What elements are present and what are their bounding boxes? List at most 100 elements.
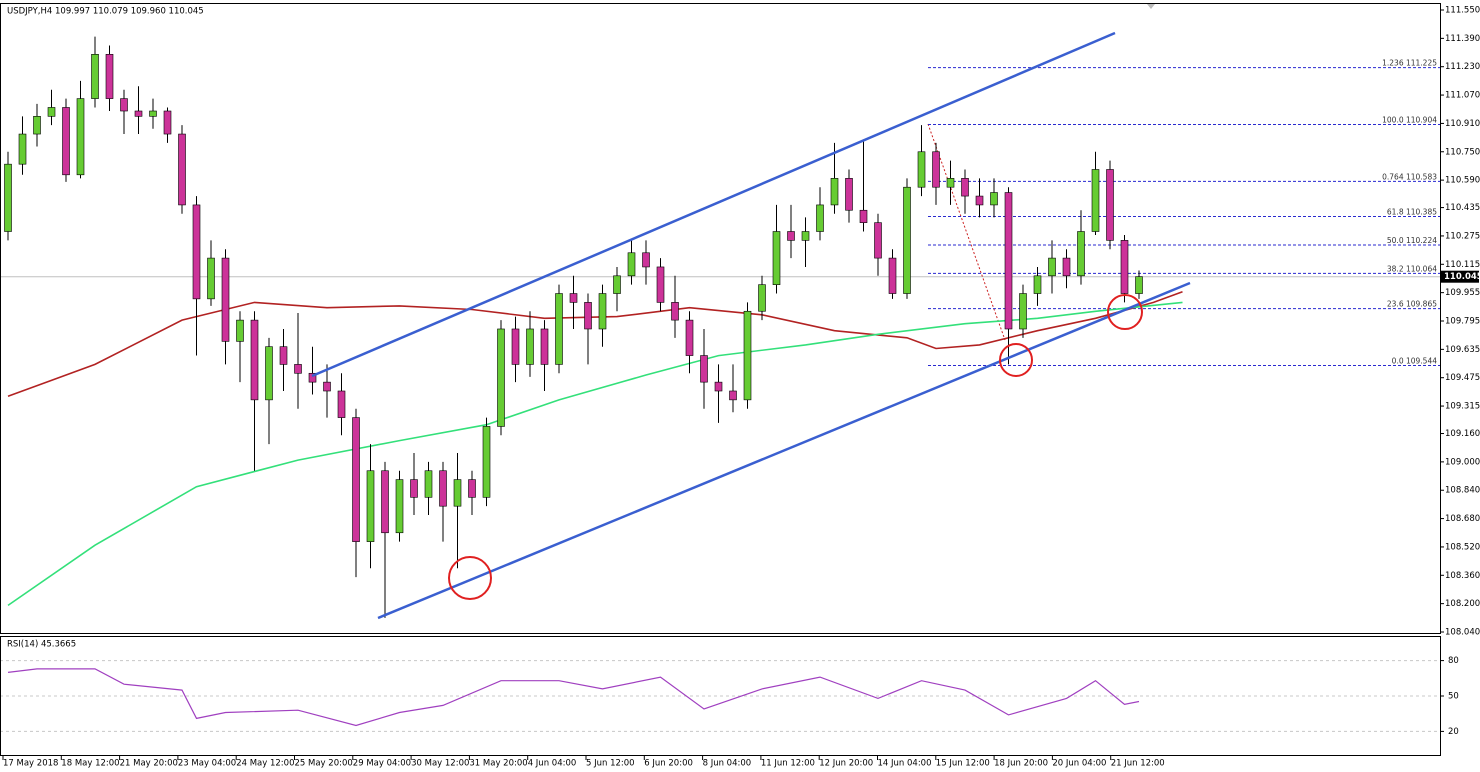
candle-body — [1019, 293, 1027, 330]
y-tick-label: 110.910 — [1445, 119, 1480, 129]
drawings — [311, 31, 1191, 620]
candle-body — [990, 192, 998, 206]
fib-level-label: 23.6 109.865 — [1387, 300, 1437, 309]
moving-average-layer — [7, 291, 1183, 727]
fib-level-label: 100.0 110.904 — [1382, 115, 1437, 124]
candle-body — [1004, 192, 1013, 330]
y-tick-label: 110.435 — [1445, 203, 1480, 213]
candle-body — [18, 133, 27, 165]
y-tick-label: 109.635 — [1445, 345, 1480, 355]
candle-body — [961, 178, 969, 197]
rsi-line — [7, 668, 1140, 727]
candle-body — [352, 417, 360, 542]
candle-body — [1120, 240, 1129, 294]
candle-body — [279, 346, 288, 365]
x-tick-label: 4 Jun 04:00 — [528, 759, 577, 769]
candle-body — [1091, 169, 1100, 232]
candle-body — [439, 470, 447, 507]
candle-body — [787, 231, 795, 241]
candle-body — [221, 257, 230, 342]
candle-body — [323, 381, 331, 392]
moving-average — [7, 291, 1183, 398]
x-tick-label: 31 May 20:00 — [469, 759, 527, 769]
candle-body — [888, 257, 897, 294]
candle-body — [946, 178, 955, 188]
x-tick-label: 30 May 12:00 — [411, 759, 469, 769]
y-tick-label: 109.475 — [1445, 373, 1480, 383]
axis-layer: USDJPY,H4 109.997 110.079 109.960 110.04… — [0, 3, 1480, 769]
fib-level-label: 38.2 110.064 — [1387, 264, 1437, 273]
candle-body — [598, 293, 607, 330]
channel-lower — [377, 281, 1191, 620]
y-tick-label: 108.200 — [1445, 599, 1480, 609]
candle-body — [729, 390, 737, 401]
x-tick-label: 5 Jun 12:00 — [586, 759, 635, 769]
candle-body — [584, 302, 592, 330]
y-tick-label: 80 — [1448, 656, 1459, 666]
fib-level-label: 1.236 111.225 — [1382, 59, 1437, 68]
candle-body — [91, 54, 99, 99]
last-price-label: 110.045 — [1444, 272, 1480, 282]
candle-body — [671, 302, 679, 321]
y-tick-label: 20 — [1448, 727, 1459, 737]
y-tick-label: 111.390 — [1445, 34, 1480, 44]
candle-body — [47, 107, 56, 117]
candle-body — [381, 470, 389, 534]
candle-body — [569, 293, 578, 303]
y-tick-label: 111.550 — [1445, 6, 1480, 16]
y-tick-label: 110.750 — [1445, 147, 1480, 157]
candle-body — [134, 110, 143, 117]
candle-body — [482, 426, 491, 498]
candle-body — [410, 479, 418, 498]
candle-body — [1033, 275, 1042, 294]
candle-body — [250, 319, 259, 401]
x-tick-label: 20 Jun 04:00 — [1052, 759, 1106, 769]
rsi-title: RSI(14) 45.3665 — [7, 640, 76, 650]
x-tick-label: 8 Jun 04:00 — [703, 759, 752, 769]
channel-upper — [311, 31, 1116, 378]
candle-body — [236, 319, 244, 342]
fib-level-label: 0.0 109.544 — [1392, 356, 1438, 365]
candle-body — [4, 163, 12, 232]
x-tick-label: 15 Jun 12:00 — [936, 759, 990, 769]
candle-body — [917, 151, 926, 188]
x-tick-label: 25 May 20:00 — [295, 759, 353, 769]
candle-body — [816, 204, 824, 232]
x-tick-label: 21 May 20:00 — [120, 759, 178, 769]
candle-body — [453, 479, 462, 507]
y-tick-label: 108.360 — [1445, 571, 1480, 581]
x-tick-label: 11 Jun 12:00 — [761, 759, 815, 769]
candle-layer — [4, 36, 1143, 618]
candle-body — [656, 266, 665, 303]
candle-body — [845, 178, 853, 211]
x-tick-label: 14 Jun 04:00 — [878, 759, 932, 769]
candle-body — [33, 116, 41, 135]
x-tick-label: 18 May 12:00 — [61, 759, 119, 769]
x-tick-label: 23 May 04:00 — [178, 759, 236, 769]
candle-body — [874, 222, 882, 259]
y-tick-label: 108.520 — [1445, 542, 1480, 552]
candle-body — [178, 133, 186, 206]
fib-level-label: 50.0 110.224 — [1387, 236, 1437, 245]
candle-body — [76, 98, 85, 176]
candle-body — [207, 257, 215, 300]
candle-body — [163, 110, 172, 135]
x-tick-label: 12 Jun 20:00 — [819, 759, 873, 769]
candle-body — [192, 204, 201, 300]
candle-body — [424, 470, 433, 498]
y-tick-label: 109.315 — [1445, 402, 1480, 412]
x-tick-label: 18 Jun 20:00 — [994, 759, 1048, 769]
candle-body — [830, 178, 839, 206]
candle-body — [859, 209, 868, 223]
y-tick-label: 109.955 — [1445, 288, 1480, 298]
x-tick-label: 24 May 12:00 — [236, 759, 294, 769]
candle-body — [511, 328, 520, 365]
candle-body — [685, 319, 694, 356]
highlight-circle — [1107, 294, 1143, 330]
candle-body — [627, 252, 636, 277]
fib-level-label: 0.764 110.583 — [1382, 172, 1437, 181]
candle-body — [468, 479, 476, 498]
candle-body — [1106, 169, 1114, 241]
